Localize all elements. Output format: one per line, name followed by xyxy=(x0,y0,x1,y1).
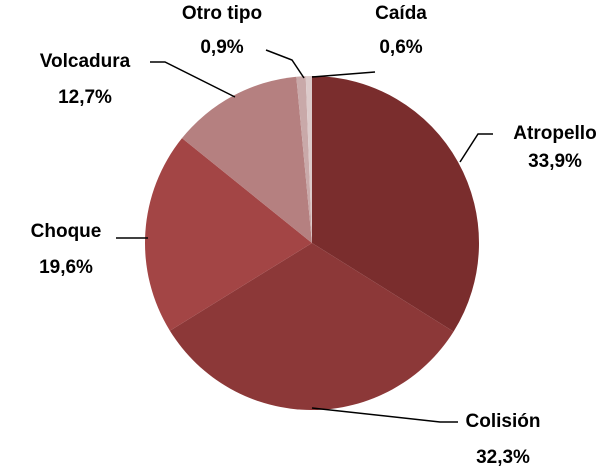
slice-label: Otro tipo xyxy=(182,3,262,24)
slice-label: Colisión xyxy=(466,411,541,432)
leader-line xyxy=(311,407,458,423)
leader-line xyxy=(459,133,493,163)
leader-line xyxy=(150,61,236,98)
value-label: 0,6% xyxy=(379,37,422,58)
value-label: 19,6% xyxy=(39,257,93,278)
pie-slice xyxy=(181,76,312,243)
slice-label: Caída xyxy=(375,3,427,24)
pie-slice xyxy=(312,76,480,332)
pie-slice xyxy=(305,76,312,243)
slice-label: Atropello xyxy=(513,123,596,144)
value-label: 33,9% xyxy=(528,151,582,172)
value-label: 32,3% xyxy=(476,447,530,468)
leader-line xyxy=(311,71,376,78)
slice-label: Choque xyxy=(31,221,102,242)
slice-label: Volcadura xyxy=(40,51,131,72)
pie-slice xyxy=(296,76,312,244)
leader-line xyxy=(265,49,305,79)
value-label: 0,9% xyxy=(200,37,243,58)
value-label: 12,7% xyxy=(58,87,112,108)
pie-slice xyxy=(169,243,454,411)
pie-slice xyxy=(144,138,312,331)
